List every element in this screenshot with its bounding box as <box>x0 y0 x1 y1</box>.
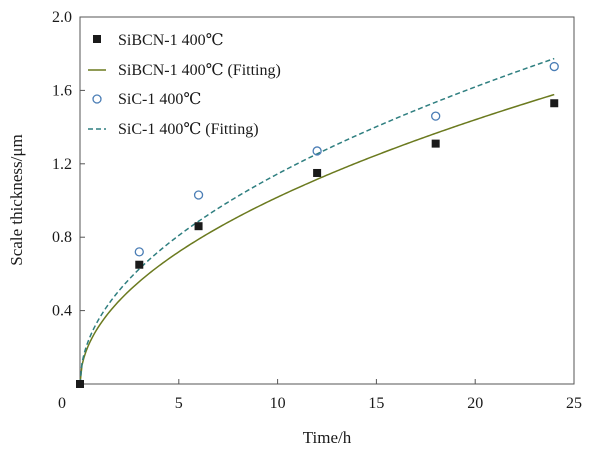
sibcn-point <box>76 380 84 388</box>
legend-label-sic-fit: SiC-1 400℃ (Fitting) <box>118 121 259 138</box>
data-points <box>76 61 559 388</box>
y-tick-label: 1.6 <box>52 82 72 99</box>
x-tick-label: 10 <box>270 395 286 412</box>
plot-frame <box>79 16 575 385</box>
plot-area: 0 5 10 15 20 25 0.4 0.8 1.2 1.6 2.0 <box>52 9 582 412</box>
legend-label-sic: SiC-1 400℃ <box>118 91 201 108</box>
sic-point <box>193 190 204 200</box>
x-axis-title: Time/h <box>303 428 352 447</box>
y-axis-title: Scale thickness/μm <box>7 134 26 265</box>
y-tick-label: 0.4 <box>52 303 72 320</box>
axis-ticks: 0 5 10 15 20 25 0.4 0.8 1.2 1.6 2.0 <box>52 9 582 412</box>
sic-fit-line <box>79 57 555 385</box>
legend-marker-sic <box>92 94 102 104</box>
x-tick-label: 15 <box>368 395 384 412</box>
sic-point <box>134 247 144 257</box>
sic-point <box>312 146 322 156</box>
x-tick-label: 25 <box>566 395 582 412</box>
x-tick-label: 20 <box>467 395 483 412</box>
sibcn-point <box>431 139 440 148</box>
y-tick-label: 0.8 <box>52 229 72 246</box>
sibcn-point <box>550 99 559 108</box>
sibcn-point <box>194 222 203 231</box>
sibcn-point <box>313 168 322 177</box>
x-tick-label: 0 <box>58 395 66 412</box>
sic-point <box>549 61 559 72</box>
sic-point <box>431 111 441 121</box>
x-tick-label: 5 <box>175 395 183 412</box>
sibcn-point <box>135 260 144 269</box>
y-tick-label: 1.2 <box>52 156 72 173</box>
legend-marker-sibcn <box>93 35 101 43</box>
legend-label-sibcn: SiBCN-1 400℃ <box>118 32 223 49</box>
fit-lines <box>79 57 555 385</box>
legend: SiBCN-1 400℃ SiBCN-1 400℃ (Fitting) SiC-… <box>88 32 281 138</box>
sibcn-fit-line <box>79 93 555 385</box>
legend-label-sibcn-fit: SiBCN-1 400℃ (Fitting) <box>118 62 281 79</box>
y-tick-label: 2.0 <box>52 9 72 26</box>
